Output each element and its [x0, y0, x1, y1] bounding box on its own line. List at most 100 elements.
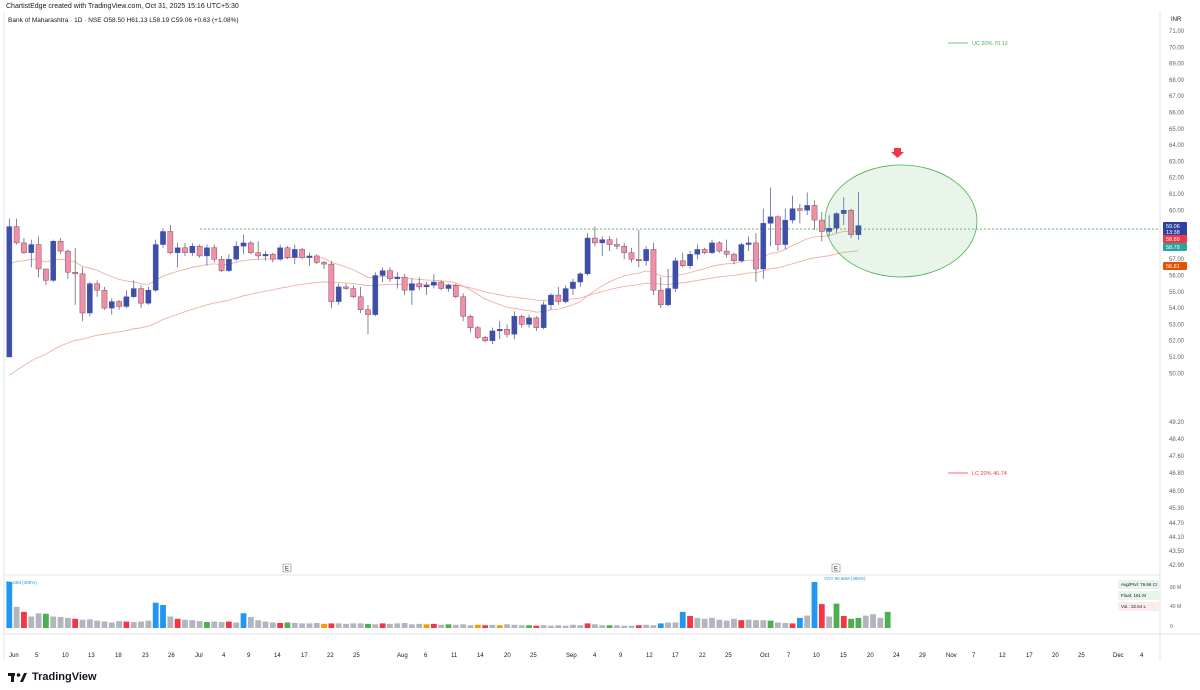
volume-bar [372, 624, 379, 628]
candle-body [145, 289, 152, 304]
candle-body [811, 205, 818, 221]
candle [409, 278, 415, 305]
candle-body [496, 329, 503, 332]
candle-body [548, 294, 554, 306]
volume-bar [394, 623, 401, 628]
volume-bar [306, 623, 313, 628]
volume-bar [94, 620, 101, 628]
candle [445, 283, 452, 292]
upper-circuit-label: UC 20% 70.12 [972, 41, 1008, 47]
candle-body [160, 231, 166, 245]
x-tick-label: 24 [893, 653, 900, 659]
candle [262, 251, 269, 261]
volume-bar [848, 618, 854, 628]
volume-bar [255, 620, 262, 628]
candle-body [394, 276, 401, 279]
y-tick-label: 71.00 [1169, 29, 1185, 35]
price-tag-label: 58.78 [1166, 245, 1180, 251]
candle-body [453, 285, 459, 297]
volume-bar [416, 623, 423, 628]
candle-body [518, 316, 525, 325]
candle [152, 239, 159, 292]
candle [643, 246, 649, 266]
y-tick-label: 44.70 [1169, 521, 1185, 527]
candle [284, 246, 291, 260]
volume-bar [694, 617, 701, 628]
candle [79, 267, 86, 322]
price-tag [1163, 222, 1187, 236]
volume-bar [116, 621, 122, 628]
candle [350, 285, 357, 299]
x-tick-label: Sep [566, 653, 577, 659]
candle [628, 247, 635, 263]
volume-bar [804, 615, 811, 628]
candle-body [789, 208, 796, 221]
volume-bar [599, 625, 606, 628]
candle-body [306, 255, 313, 258]
candle [160, 228, 166, 248]
volume-bar [870, 614, 876, 628]
x-tick-label: 4 [222, 653, 226, 659]
volume-bar [50, 616, 57, 628]
candle-body [614, 244, 620, 247]
candle [116, 299, 122, 310]
candle-body [372, 275, 379, 315]
candle-body [357, 296, 364, 310]
candle [731, 252, 737, 265]
y-tick-label: 46.00 [1169, 489, 1185, 495]
candle [775, 215, 781, 252]
volume-bar [760, 620, 767, 628]
volume-bar [313, 622, 320, 628]
candlestick-chart[interactable]: INR71.0070.0069.0068.0067.0066.0065.0064… [0, 0, 1200, 668]
volume-bar [709, 617, 715, 628]
candle [291, 244, 298, 265]
candle-body [313, 255, 320, 263]
candle [599, 236, 606, 256]
x-tick-label: 5 [35, 653, 39, 659]
candle-body [636, 259, 642, 262]
tradingview-brand: TradingView [32, 671, 97, 683]
volume-bar [672, 622, 679, 628]
candle [453, 283, 459, 299]
candle-body [723, 250, 730, 255]
volume-bar [64, 617, 71, 628]
x-tick-label: 7 [972, 653, 976, 659]
candle [357, 286, 364, 313]
volume-bar [79, 619, 86, 628]
x-tick-label: 14 [477, 653, 484, 659]
candle-body [657, 289, 664, 306]
x-tick-label: 14 [274, 653, 281, 659]
candle [533, 316, 540, 331]
volume-bar [130, 622, 137, 628]
volume-bar [204, 622, 210, 628]
candle [592, 226, 598, 247]
candle [35, 236, 42, 278]
x-tick-label: 22 [327, 653, 334, 659]
volume-bar [145, 620, 152, 628]
price-tag-sub: 13:38 [1166, 230, 1180, 236]
symbol-legend: Bank of Maharashtra · 1D · NSE O58.50 H6… [8, 17, 239, 24]
candle [496, 321, 503, 340]
volume-bar [650, 625, 657, 628]
volume-bar [796, 617, 803, 628]
volume-bar [570, 624, 576, 628]
earnings-event-label: E [285, 567, 289, 573]
volume-info-box [1118, 602, 1160, 611]
candle [72, 247, 78, 305]
y-tick-label: 52.00 [1169, 339, 1185, 345]
x-tick-label: 9 [619, 653, 623, 659]
candle-body [350, 288, 357, 297]
candle [518, 314, 525, 328]
candle-body [262, 254, 269, 257]
candle [811, 200, 818, 230]
x-tick-label: 4 [1140, 653, 1144, 659]
candle [226, 254, 232, 273]
volume-bar [138, 621, 144, 628]
candle [431, 273, 437, 289]
volume-bar [445, 624, 452, 628]
volume-bar [855, 617, 862, 628]
y-tick-label: 56.00 [1169, 274, 1185, 280]
x-tick-label: 20 [867, 653, 874, 659]
candle-body [731, 254, 737, 262]
x-tick-label: 11 [451, 653, 458, 659]
